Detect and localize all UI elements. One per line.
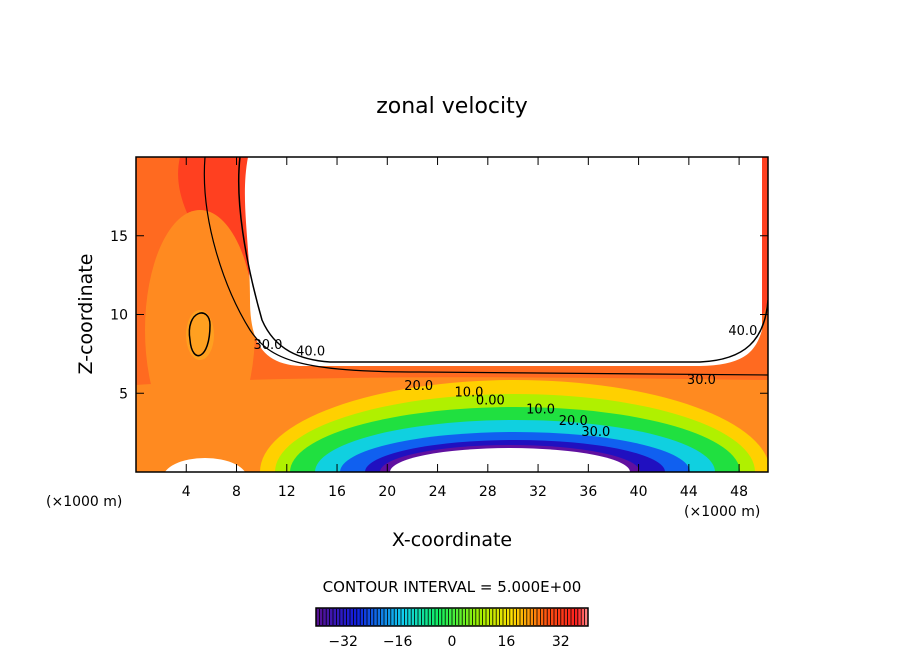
contour-label: 30.0: [253, 338, 282, 353]
contour-label: 0.00: [476, 393, 505, 408]
x-tick-label: 24: [429, 484, 447, 500]
x-tick-label: 8: [232, 484, 241, 500]
contour-label: 40.0: [728, 324, 757, 339]
contour-label: 30.0: [687, 373, 716, 388]
y-tick-label: 15: [110, 229, 128, 245]
colorbar-stripes: [318, 609, 585, 625]
colorbar-ticks: −32 −16 0 16 32: [328, 634, 569, 650]
contour-label: 20.0: [559, 414, 588, 429]
contour-label: 20.0: [404, 379, 433, 394]
x-tick-label: 28: [479, 484, 497, 500]
colorbar-tick-label: −32: [328, 634, 358, 650]
y-tick-label: 5: [119, 386, 128, 402]
chart-title: zonal velocity: [376, 94, 528, 119]
field-top-masked: [244, 157, 763, 366]
contour-label: 30.0: [581, 425, 610, 440]
colorbar-tick-label: −16: [383, 634, 413, 650]
x-axis: 4 8 12 16 20 24 28 32 36 40 44 48: [182, 157, 748, 500]
contour-label: 10.0: [454, 385, 483, 400]
x-axis-label: X-coordinate: [392, 529, 512, 551]
x-tick-label: 32: [529, 484, 547, 500]
y-axis-label: Z-coordinate: [75, 254, 97, 375]
x-tick-label: 20: [378, 484, 396, 500]
contour-label: 10.0: [526, 403, 555, 418]
colorbar-tick-label: 16: [497, 634, 515, 650]
contour-label: 40.0: [296, 344, 325, 359]
contour-line-40: [237, 157, 768, 363]
contour-interval: CONTOUR INTERVAL = 5.000E+00: [323, 578, 582, 596]
colorbar-tick-label: 0: [448, 634, 457, 650]
x-tick-label: 36: [579, 484, 597, 500]
y-tick-label: 10: [110, 308, 128, 324]
contour-line-core: [188, 312, 211, 357]
x-tick-label: 48: [730, 484, 748, 500]
x-tick-label: 12: [278, 484, 296, 500]
field-bottom-left-masked: [164, 458, 246, 472]
x-tick-label: 40: [630, 484, 648, 500]
x-tick-label: 16: [328, 484, 346, 500]
y-axis: 5 10 15: [110, 229, 768, 402]
x-tick-label: 44: [680, 484, 698, 500]
contour-line-30: [203, 157, 768, 376]
x-tick-label: 4: [182, 484, 191, 500]
field-jet-masked: [390, 448, 630, 472]
x-unit-left: (×1000 m): [46, 494, 122, 510]
x-unit-right: (×1000 m): [684, 504, 760, 520]
plot-area: [136, 157, 768, 472]
colorbar-tick-label: 32: [552, 634, 570, 650]
